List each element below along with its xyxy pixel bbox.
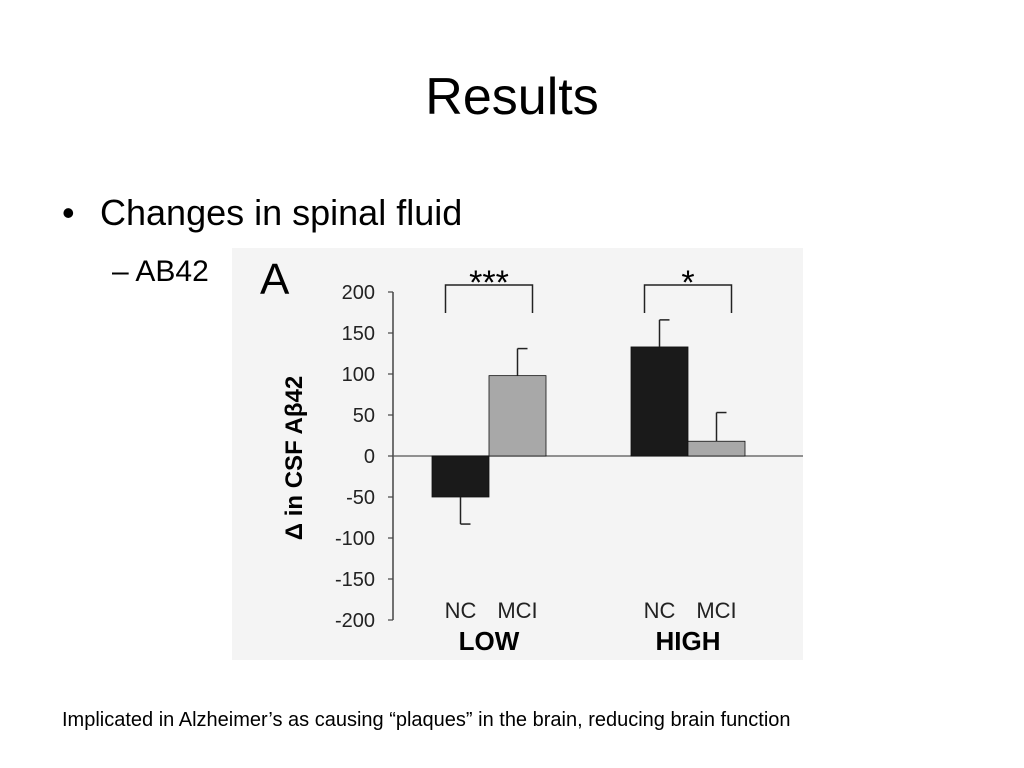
bar-high-mci xyxy=(687,440,746,457)
bullet-item: • Changes in spinal fluid xyxy=(62,190,462,236)
significance-marker: *** xyxy=(469,264,509,302)
y-tick-label: 0 xyxy=(364,446,375,468)
y-tick-label: 150 xyxy=(342,323,375,345)
significance-bracket xyxy=(643,284,733,313)
y-tick-label: -150 xyxy=(335,569,375,591)
y-tick-label: 100 xyxy=(342,364,375,386)
slide-caption: Implicated in Alzheimer’s as causing “pl… xyxy=(62,709,791,731)
bar-low-mci xyxy=(488,375,547,457)
group-label-low: LOW xyxy=(459,626,520,656)
bar-low-nc xyxy=(431,455,490,498)
y-axis-title: Δ in CSF Aβ42 xyxy=(281,376,308,540)
bar-chart: A Δ in CSF Aβ42 200 150 100 50 0 -50 -100 -150 -20… xyxy=(260,255,803,656)
y-tick-label: -200 xyxy=(335,610,375,632)
bullet-text: Changes in spinal fluid xyxy=(100,192,463,233)
significance-bracket xyxy=(444,284,534,313)
y-tick-label: -100 xyxy=(335,528,375,550)
slide-title: Results xyxy=(425,68,599,126)
sub-bullet-marker: – xyxy=(112,255,129,288)
y-tick-label: -50 xyxy=(346,487,375,509)
group-label-high: HIGH xyxy=(656,626,721,656)
panel-label: A xyxy=(260,255,290,304)
significance-marker: * xyxy=(681,264,694,302)
x-tick-label: MCI xyxy=(497,598,537,623)
bar-high-nc xyxy=(630,346,689,457)
sub-bullet-text: AB42 xyxy=(135,255,209,288)
x-tick-label: NC xyxy=(445,598,477,623)
bullet-marker: • xyxy=(62,192,75,233)
y-tick-label: 200 xyxy=(342,282,375,304)
x-tick-label: NC xyxy=(644,598,676,623)
sub-bullet-item: – AB42 xyxy=(112,252,209,292)
x-tick-label: MCI xyxy=(696,598,736,623)
chart-figure: A Δ in CSF Aβ42 200 150 100 50 0 -50 -100 -150 -20… xyxy=(232,248,803,660)
y-tick-label: 50 xyxy=(353,405,375,427)
